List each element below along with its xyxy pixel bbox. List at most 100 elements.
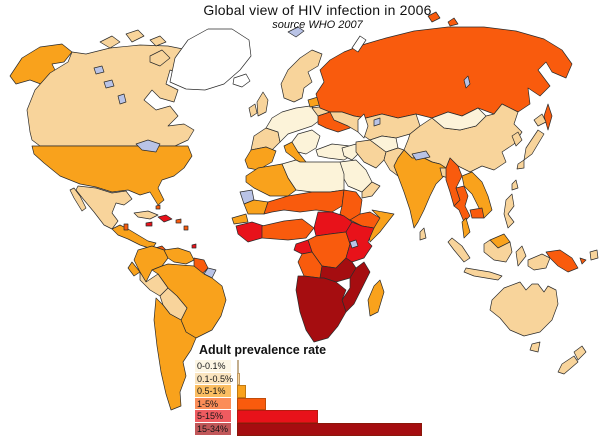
legend-label: 0.5-1% xyxy=(195,385,232,398)
region-fiji xyxy=(589,249,599,261)
lake xyxy=(463,75,471,89)
region-belize xyxy=(123,223,129,231)
region-mongolia xyxy=(431,107,487,131)
legend: Adult prevalence rate 0-0.1% 0.1-0.5% 0.5-… xyxy=(195,343,445,436)
lake-victoria xyxy=(349,239,359,249)
region-southern-africa xyxy=(295,275,347,343)
region-central-america xyxy=(111,224,157,250)
region-sulawesi xyxy=(515,245,527,267)
region-nz-south xyxy=(557,355,579,375)
legend-label: 0-0.1% xyxy=(195,360,232,373)
region-west-papua xyxy=(527,253,551,271)
region-east-africa xyxy=(345,221,375,263)
legend-row: 0.1-0.5% xyxy=(195,372,445,386)
region-svalbard xyxy=(287,26,305,38)
region-nz-north xyxy=(573,345,587,361)
lake xyxy=(93,65,105,75)
legend-label: 5-15% xyxy=(195,410,232,423)
legend-label: 0.1-0.5% xyxy=(195,372,234,386)
legend-bar xyxy=(237,372,240,386)
region-taiwan xyxy=(511,179,519,191)
region-guyana-suriname xyxy=(193,257,209,275)
legend-bar xyxy=(237,410,318,423)
region-arctic-island xyxy=(149,35,167,47)
legend-bar xyxy=(237,422,422,436)
great-lakes xyxy=(135,139,161,153)
region-uk xyxy=(256,91,269,117)
region-morocco-algeria xyxy=(245,163,297,197)
caspian-sea xyxy=(357,113,369,139)
region-mexico xyxy=(75,185,133,230)
aral-sea xyxy=(373,117,381,127)
region-lesser-antilles xyxy=(183,225,189,231)
region-india xyxy=(393,149,447,229)
region-korea xyxy=(511,131,523,147)
legend-row: 1-5% xyxy=(195,397,445,411)
region-new-britain xyxy=(579,257,587,265)
region-malaysia xyxy=(461,217,471,239)
region-japan xyxy=(533,113,547,127)
region-hispaniola xyxy=(157,214,173,223)
region-guinea-block xyxy=(235,221,265,243)
region-ghana-nigeria xyxy=(261,218,315,241)
region-iraq-syria xyxy=(341,143,361,161)
region-japan xyxy=(523,129,545,161)
legend-row: 0.5-1% xyxy=(195,385,445,398)
region-venezuela xyxy=(163,247,195,265)
region-balkans xyxy=(291,129,321,155)
region-russia xyxy=(315,26,573,119)
region-cambodia xyxy=(469,207,485,219)
region-borneo xyxy=(483,239,513,263)
region-nepal xyxy=(411,150,431,161)
legend-row: 0-0.1% xyxy=(195,360,445,373)
region-yemen-oman xyxy=(361,181,381,199)
region-sri-lanka xyxy=(419,227,427,241)
legend-bar xyxy=(237,385,246,398)
region-baja xyxy=(69,187,87,212)
region-laos-vietnam xyxy=(461,171,493,219)
region-greenland xyxy=(169,28,252,91)
region-madagascar xyxy=(367,279,385,317)
region-australia xyxy=(489,281,559,337)
region-novaya-zemlya xyxy=(351,35,367,53)
legend-label: 15-34% xyxy=(195,422,232,436)
region-philippines xyxy=(503,193,515,229)
region-ecuador xyxy=(127,261,141,277)
region-chile-argentina xyxy=(153,297,197,411)
region-canada xyxy=(26,44,199,147)
region-thailand xyxy=(453,185,471,223)
lake xyxy=(103,79,115,89)
region-arctic-island xyxy=(99,35,121,49)
region-tasmania xyxy=(529,341,541,353)
legend-rows: 0-0.1% 0.1-0.5% 0.5-1% 1-5% 5-15% 15-34% xyxy=(195,360,445,436)
region-japan xyxy=(516,159,525,170)
region-puerto-rico xyxy=(175,218,182,224)
region-sakhalin xyxy=(543,103,553,131)
region-trinidad xyxy=(191,243,197,249)
region-severnaya xyxy=(447,17,459,27)
region-iberia xyxy=(244,146,277,171)
region-severnaya xyxy=(427,11,441,23)
legend-title: Adult prevalence rate xyxy=(199,343,327,357)
region-baffin xyxy=(149,49,171,67)
legend-row: 15-34% xyxy=(195,422,445,436)
region-bahamas xyxy=(155,204,161,210)
legend-label: 1-5% xyxy=(195,397,232,411)
legend-bar xyxy=(237,397,266,411)
region-sumatra xyxy=(447,237,471,263)
region-jamaica xyxy=(145,221,153,227)
legend-bar xyxy=(237,360,239,373)
lake xyxy=(117,93,127,105)
region-arctic-island xyxy=(125,29,145,43)
region-java xyxy=(463,267,503,281)
region-mozambique xyxy=(341,261,371,313)
region-iceland xyxy=(232,73,251,88)
region-ireland xyxy=(248,103,258,118)
legend-row: 5-15% xyxy=(195,410,445,423)
region-cuba xyxy=(133,210,159,220)
region-senegal xyxy=(231,213,249,225)
region-png xyxy=(545,249,579,273)
region-usa xyxy=(31,145,193,206)
